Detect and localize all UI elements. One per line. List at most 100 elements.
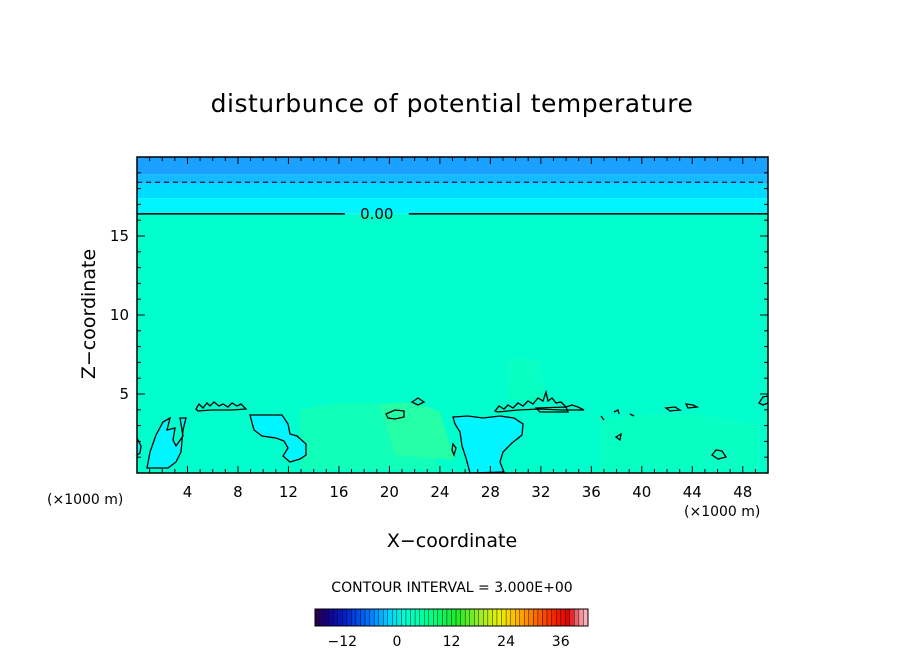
colorbar-cell [319,608,325,627]
colorbar-cell [551,608,557,627]
colorbar-cell [419,608,425,627]
contour-line [410,397,426,406]
colorbar-cell [478,608,484,627]
colorbar [314,608,589,627]
contour-interval-label: CONTOUR INTERVAL = 3.000E+00 [331,580,572,596]
colorbar-cell [574,608,580,627]
shading-patch [380,402,455,460]
x-tick-label: 36 [582,483,601,501]
colorbar-cell [565,608,570,627]
colorbar-cell [501,608,507,627]
y-tick-label: 15 [110,227,129,245]
y-axis-ticks: 5 10 15 [110,172,768,458]
contour-line [758,395,768,406]
colorbar-cell [351,608,357,627]
colorbar-cell [510,608,516,627]
colorbar-tick-label: 0 [392,634,401,650]
field-band [137,157,768,175]
contour-line [146,416,187,469]
upper-contours [137,181,768,215]
colorbar-cell [455,608,461,627]
colorbar-cell [414,608,420,627]
contour-line [137,437,142,456]
contour-line [613,409,620,415]
colorbar-cell [583,608,589,627]
colorbar-cell [405,608,411,627]
colorbar-ticks: −12 0 12 24 36 [328,634,570,650]
colorbar-cell [328,608,334,627]
shading-patch [505,356,545,400]
colorbar-cell [401,608,407,627]
colorbar-cell [524,608,530,627]
contour-line [711,449,728,460]
colorbar-cell [387,608,393,627]
contour-line [451,442,457,458]
field-band [137,174,768,184]
colorbar-tick-label: 36 [552,634,570,650]
colorbar-cell [474,608,479,627]
colorbar-cell [578,608,584,627]
colorbar-cell [505,608,511,627]
colorbar-cell [424,608,429,627]
y-tick-label: 10 [110,306,129,324]
field-band [137,183,768,199]
colorbar-cell [369,608,375,627]
colorbar-cell [360,608,366,627]
colorbar-cell [451,608,457,627]
contour-line [195,401,248,412]
colorbar-frame [314,608,589,627]
x-tick-label: 32 [531,483,550,501]
y-axis-label: Z−coordinate [78,249,100,379]
contour-label-zero: 0.00 [360,205,393,223]
shading-patch [600,413,760,470]
x-tick-label: 8 [233,483,243,501]
colorbar-cell [446,608,452,627]
colorbar-cell [373,608,379,627]
y-tick-label: 5 [119,385,129,403]
colorbar-cell [383,608,388,627]
x-unit-label: (×1000 m) [684,504,760,520]
contour-line [614,432,622,442]
colorbar-cell [542,608,548,627]
x-axis-ticks: 4 8 12 16 20 24 28 32 36 40 44 48 [149,157,756,501]
contour-line [249,414,307,463]
colorbar-cell [433,608,439,627]
colorbar-cell [342,608,348,627]
colorbar-cell [519,608,525,627]
contour-line [385,409,405,420]
colorbar-cell [323,608,329,627]
field-shading [300,356,760,470]
colorbar-cell [437,608,443,627]
colorbar-cell [396,608,402,627]
colorbar-cell [392,608,398,627]
colorbar-cell [515,608,520,627]
colorbar-cell [528,608,534,627]
colorbar-tick-label: −12 [328,634,358,650]
colorbar-cell [555,608,561,627]
x-tick-label: 44 [683,483,702,501]
colorbar-cell [537,608,543,627]
contour-line [664,406,683,412]
colorbar-cell [355,608,361,627]
contour-line [452,415,524,473]
colorbar-cell [337,608,343,627]
contour-line [534,406,569,413]
field-band [137,198,768,214]
x-axis-label: X−coordinate [387,530,517,552]
x-tick-label: 12 [279,483,298,501]
low-level-contours [137,389,768,473]
colorbar-cell [560,608,566,627]
x-tick-label: 28 [481,483,500,501]
contour-line [493,389,585,413]
x-tick-label: 24 [430,483,449,501]
x-tick-label: 40 [632,483,651,501]
colorbar-tick-label: 12 [443,634,461,650]
colorbar-cell [442,608,448,627]
colorbar-cell [569,608,575,627]
colorbar-cell [492,608,498,627]
contour-line [629,413,635,417]
contour-line [684,403,700,409]
x-tick-label: 16 [329,483,348,501]
colorbar-cell [469,608,475,627]
